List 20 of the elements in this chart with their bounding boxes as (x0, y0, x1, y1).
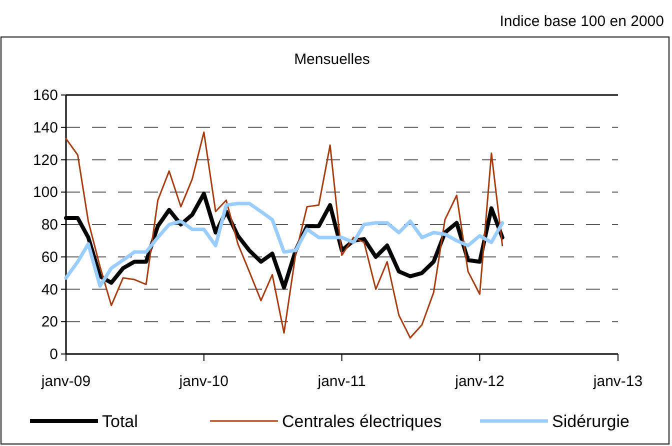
legend-label: Centrales électriques (282, 412, 442, 431)
x-tick-label: janv-12 (454, 373, 504, 390)
y-tick-label: 0 (50, 346, 58, 363)
y-tick-label: 100 (32, 184, 58, 202)
y-tick-label: 120 (32, 152, 58, 169)
chart-title: Mensuelles (294, 51, 370, 68)
y-tick-label: 140 (32, 119, 58, 136)
legend-label: Total (102, 412, 138, 431)
x-tick-label: janv-11 (316, 373, 366, 390)
line-series (65, 131, 504, 339)
x-tick-label: janv-13 (592, 373, 643, 390)
text: Indice base 100 en 2000 (500, 13, 664, 30)
y-tick-label: 20 (41, 314, 58, 331)
x-tick-label: janv-10 (178, 373, 229, 390)
legend-label: Sidérurgie (552, 412, 630, 431)
y-tick-label: 80 (41, 216, 58, 234)
x-tick-label: janv-09 (40, 373, 91, 390)
y-tick-label: 60 (41, 248, 58, 266)
y-tick-label: 40 (41, 281, 58, 298)
y-tick-label: 160 (32, 87, 58, 104)
